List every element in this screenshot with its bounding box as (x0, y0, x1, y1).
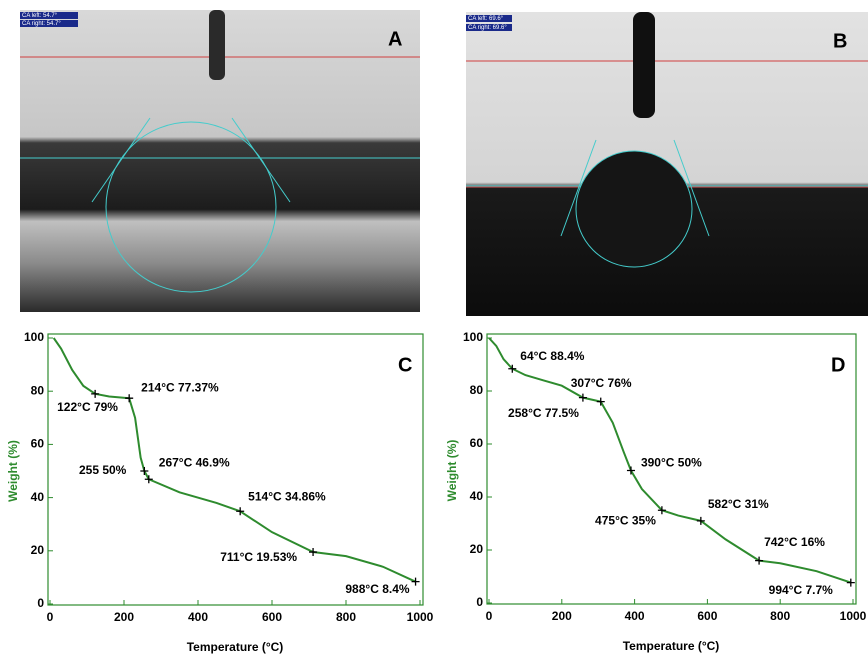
annotation: 742°C 16% (764, 535, 825, 549)
panel-label: C (398, 354, 412, 376)
x-tick-label: 800 (770, 609, 790, 623)
tangent (91, 117, 151, 203)
x-tick-label: 1000 (407, 610, 434, 624)
point-marker (626, 466, 635, 475)
point-marker (696, 516, 705, 525)
annotation: 122°C 79% (57, 400, 118, 414)
ca-left: CA left: 54.7° (22, 13, 58, 19)
annotation: 711°C 19.53% (220, 550, 297, 564)
ca-box (20, 12, 78, 19)
y-axis-title: Weight (%) (445, 440, 459, 502)
annotation: 475°C 35% (595, 513, 656, 527)
tangent (673, 139, 710, 237)
annotation: 307°C 76% (571, 376, 632, 390)
y-tick-label: 20 (31, 543, 45, 557)
x-tick-label: 0 (47, 610, 54, 624)
y-axis-title: Weight (%) (6, 440, 20, 502)
x-tick-label: 200 (552, 609, 572, 623)
y-tick-label: 80 (470, 383, 484, 397)
photo-b: CA left: 69.6° CA right: 69.6° B (466, 12, 868, 316)
annotation: 514°C 34.86% (248, 489, 326, 503)
fit-circle (575, 150, 693, 268)
photo-a: CA left: 54.7° CA right: 54.7° A (20, 10, 420, 312)
point-marker (596, 397, 605, 406)
data-line (488, 337, 852, 584)
fit-circle (105, 121, 277, 293)
ca-box (466, 24, 512, 31)
x-tick-label: 1000 (840, 609, 867, 623)
panel-label: B (833, 30, 847, 52)
data-line (52, 337, 416, 583)
x-tick-label: 800 (336, 610, 356, 624)
y-tick-label: 100 (24, 330, 44, 344)
annotation: 214°C 77.37% (141, 380, 219, 394)
x-tick-label: 600 (697, 609, 717, 623)
annotation: 988°C 8.4% (345, 582, 410, 596)
y-tick-label: 20 (470, 542, 484, 556)
annotation: 64°C 88.4% (520, 349, 585, 363)
annotation: 258°C 77.5% (508, 406, 579, 420)
needle (209, 10, 225, 80)
annotation: 255 50% (79, 463, 127, 477)
point-marker (236, 507, 245, 516)
y-tick-label: 0 (37, 596, 44, 610)
y-tick-label: 40 (31, 490, 45, 504)
tangent (231, 117, 291, 203)
y-tick-label: 60 (31, 437, 45, 451)
annotation: 267°C 46.9% (159, 455, 230, 469)
point-marker (125, 394, 134, 403)
x-axis-title: Temperature (°C) (623, 639, 720, 653)
annotation: 390°C 50% (641, 456, 702, 470)
point-marker (846, 578, 855, 587)
point-marker (657, 506, 666, 515)
plot-frame (47, 333, 424, 606)
tangent (560, 139, 597, 237)
x-tick-label: 600 (262, 610, 282, 624)
x-tick-label: 0 (486, 609, 493, 623)
ca-left: CA left: 69.6° (468, 16, 504, 22)
ca-box (466, 15, 512, 22)
point-marker (144, 475, 153, 484)
point-marker (755, 556, 764, 565)
panel-label: D (831, 354, 845, 376)
y-tick-label: 100 (463, 330, 483, 344)
point-marker (309, 548, 318, 557)
ca-right: CA right: 69.6° (468, 25, 507, 31)
x-tick-label: 400 (188, 610, 208, 624)
y-tick-label: 80 (31, 383, 45, 397)
point-marker (91, 389, 100, 398)
plot-frame (486, 333, 857, 605)
ca-right: CA right: 54.7° (22, 21, 61, 27)
x-tick-label: 200 (114, 610, 134, 624)
x-tick-label: 400 (625, 609, 645, 623)
needle (633, 12, 655, 118)
y-tick-label: 60 (470, 436, 484, 450)
y-tick-label: 0 (476, 595, 483, 609)
point-marker (578, 393, 587, 402)
ca-box (20, 20, 78, 27)
annotation: 994°C 7.7% (769, 583, 834, 597)
point-marker (140, 467, 149, 475)
annotation: 582°C 31% (708, 497, 769, 511)
x-axis-title: Temperature (°C) (187, 640, 284, 654)
point-marker (411, 577, 420, 586)
panel-label: A (388, 28, 402, 50)
y-tick-label: 40 (470, 489, 484, 503)
point-marker (508, 364, 517, 373)
